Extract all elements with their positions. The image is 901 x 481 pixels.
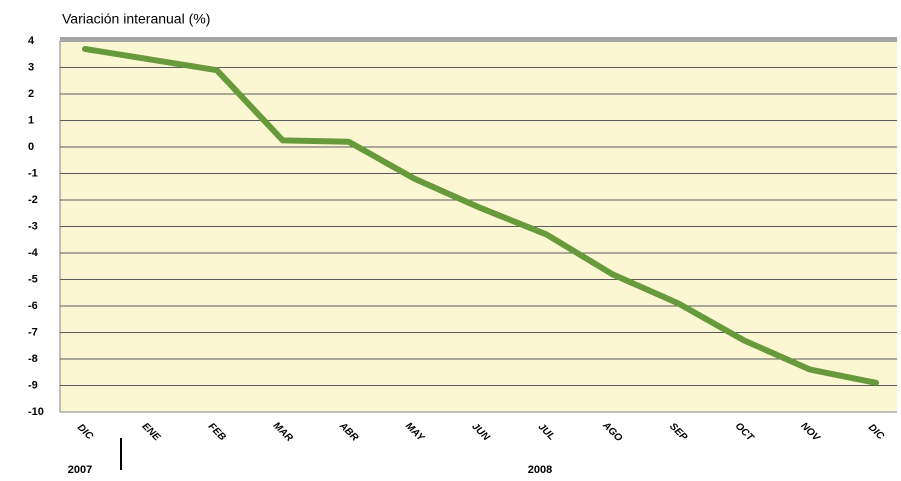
year-label: 2008: [528, 464, 552, 476]
x-tick-label: OCT: [733, 421, 756, 444]
x-tick-label: AGO: [600, 419, 625, 444]
x-tick-label: ENE: [140, 421, 163, 444]
y-tick-label: -9: [28, 379, 38, 391]
y-tick-label: -4: [28, 247, 39, 259]
y-tick-label: 0: [28, 141, 34, 153]
x-tick-label: ABR: [336, 420, 360, 444]
plot-top-border: [60, 37, 897, 42]
y-tick-label: -6: [28, 300, 38, 312]
x-tick-label: SEP: [667, 421, 689, 443]
chart-title: Variación interanual (%): [62, 11, 210, 27]
y-tick-label: -10: [28, 406, 44, 418]
y-tick-label: 1: [28, 114, 34, 126]
y-tick-label: 2: [28, 88, 34, 100]
x-tick-label: JUN: [469, 421, 491, 443]
y-tick-label: -5: [28, 273, 38, 285]
y-tick-label: 3: [28, 61, 34, 73]
x-tick-label: DIC: [866, 422, 887, 443]
x-tick-label: DIC: [75, 422, 96, 443]
x-tick-label: JUL: [536, 422, 557, 443]
x-tick-label: MAR: [271, 420, 295, 444]
y-tick-label: -8: [28, 353, 38, 365]
y-tick-label: -1: [28, 167, 38, 179]
y-tick-label: -7: [28, 326, 38, 338]
data-line: [82, 45, 879, 386]
y-tick-label: 4: [28, 35, 35, 47]
year-label: 2007: [68, 464, 92, 476]
y-tick-label: -3: [28, 220, 38, 232]
x-tick-label: NOV: [798, 421, 822, 445]
x-tick-label: MAY: [403, 421, 427, 445]
y-tick-label: -2: [28, 194, 38, 206]
x-tick-label: FEB: [206, 421, 228, 443]
